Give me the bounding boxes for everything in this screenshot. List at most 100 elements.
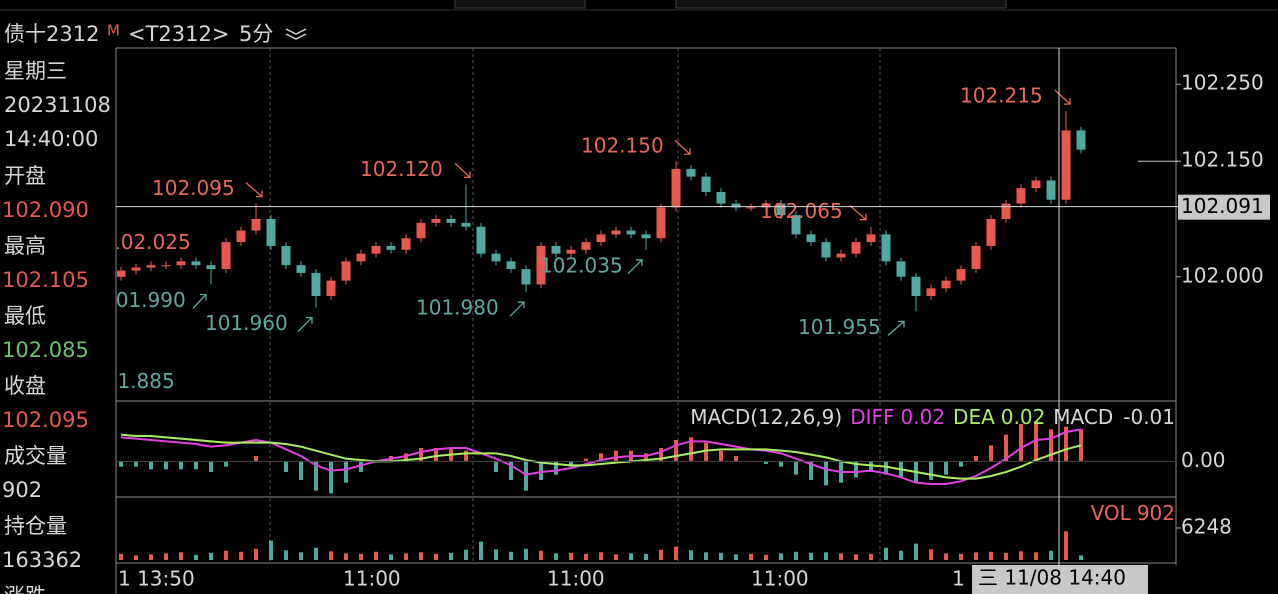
candle-body (971, 245, 981, 270)
macd-bar (539, 461, 543, 480)
macd-bar (464, 450, 468, 462)
info-weekday: 星期三 (4, 59, 67, 83)
legend-value: 0.02 (1001, 405, 1046, 429)
candle-body (311, 272, 321, 297)
volume-bar (674, 546, 678, 560)
chevron[interactable] (285, 28, 307, 35)
toolbar-box (454, 0, 586, 9)
macd-line (120, 428, 1082, 485)
candle-body (821, 242, 831, 258)
volume-bar (524, 548, 528, 560)
macd-bar (209, 461, 213, 472)
volume-bar (134, 555, 138, 560)
candle-body (791, 215, 801, 235)
macd-bar (659, 448, 663, 462)
macd-bar (764, 461, 768, 464)
high-arrow-head (464, 171, 471, 178)
volume-bar (854, 554, 858, 560)
candle-body (491, 253, 501, 262)
volume-bar (824, 552, 828, 560)
macd-bar (944, 461, 948, 475)
info-bg (0, 48, 115, 594)
chevron[interactable] (285, 33, 307, 40)
macd-bar (344, 461, 348, 483)
period: 5分 (239, 22, 273, 46)
volume-bar (929, 549, 933, 560)
macd-bar (314, 461, 318, 491)
volume-bar (809, 552, 813, 560)
legend-name: MACD (1053, 405, 1113, 429)
macd-bar (359, 461, 363, 472)
info-date: 20231108 (4, 93, 111, 117)
symbol: 债十2312 (4, 22, 99, 46)
macd-bar (419, 448, 423, 462)
macd-bar (149, 461, 153, 470)
candle-body (1001, 203, 1011, 219)
info-label: 最高 (4, 234, 46, 258)
info-value: 102.085 (2, 338, 89, 362)
candle-body (476, 226, 486, 254)
candle-body (281, 245, 291, 266)
volume-bar (254, 548, 258, 560)
macd-bar (119, 461, 123, 467)
candle-body (926, 288, 936, 297)
volume-bar (209, 552, 213, 560)
volume-bar (914, 543, 918, 560)
low-arrow-head (518, 301, 525, 309)
high-label: 102.095 (152, 176, 235, 200)
volume-bar (449, 552, 453, 560)
macd-bar (884, 461, 888, 475)
low-label: 101.955 (798, 315, 881, 339)
volume-bar (434, 553, 438, 560)
y-tick-label: 102.000 (1181, 263, 1264, 287)
volume-bar (1034, 552, 1038, 560)
volume-bar (374, 551, 378, 560)
macd-bar (719, 450, 723, 462)
macd-bar (524, 461, 528, 491)
candle-body (806, 234, 816, 243)
low-label: 101.990 (103, 288, 186, 312)
y-tick-label: 0.00 (1181, 448, 1226, 472)
info-value: 163362 (2, 548, 82, 572)
candle-body (596, 234, 606, 243)
macd-panel (119, 421, 1083, 494)
macd-bar (164, 461, 168, 470)
macd-bar (569, 461, 573, 467)
volume-bar (989, 551, 993, 560)
candle-body (581, 242, 591, 250)
macd-bar (644, 453, 648, 462)
volume-bar (1064, 531, 1068, 560)
candle-body (416, 222, 426, 239)
info-value: 102.105 (2, 268, 89, 292)
high-arrow (1054, 89, 1071, 105)
low-arrow (297, 317, 313, 333)
y-tick-label: 102.150 (1181, 148, 1264, 172)
low-label: 101.960 (205, 311, 288, 335)
volume-bar (689, 550, 693, 560)
candle-body (266, 218, 276, 246)
macd-bar (974, 456, 978, 462)
price-panel: 102.025 102.095 102.120 102.150 102.065 102.2… (103, 84, 1086, 393)
info-value: 102.095 (2, 408, 89, 432)
candle-body (896, 261, 906, 277)
volume-bar (629, 553, 633, 560)
volume-bar (1079, 555, 1083, 560)
macd-bar (494, 461, 498, 472)
candle-body (941, 280, 951, 289)
low-arrow (627, 259, 643, 275)
volume-bar (554, 553, 558, 560)
macd-bar (179, 461, 183, 470)
volume-bar (764, 554, 768, 560)
volume-bar (329, 551, 333, 560)
low-arrow (192, 294, 207, 309)
volume-bar (1049, 550, 1053, 560)
x-tick-label: 1 13:50 (118, 567, 195, 591)
macd-bar (959, 461, 963, 467)
volume-bar (464, 549, 468, 560)
volume-bar (614, 554, 618, 560)
candle-body (401, 238, 411, 250)
volume-bar (299, 552, 303, 560)
high-arrow (849, 205, 867, 221)
macd-bar (329, 461, 333, 494)
